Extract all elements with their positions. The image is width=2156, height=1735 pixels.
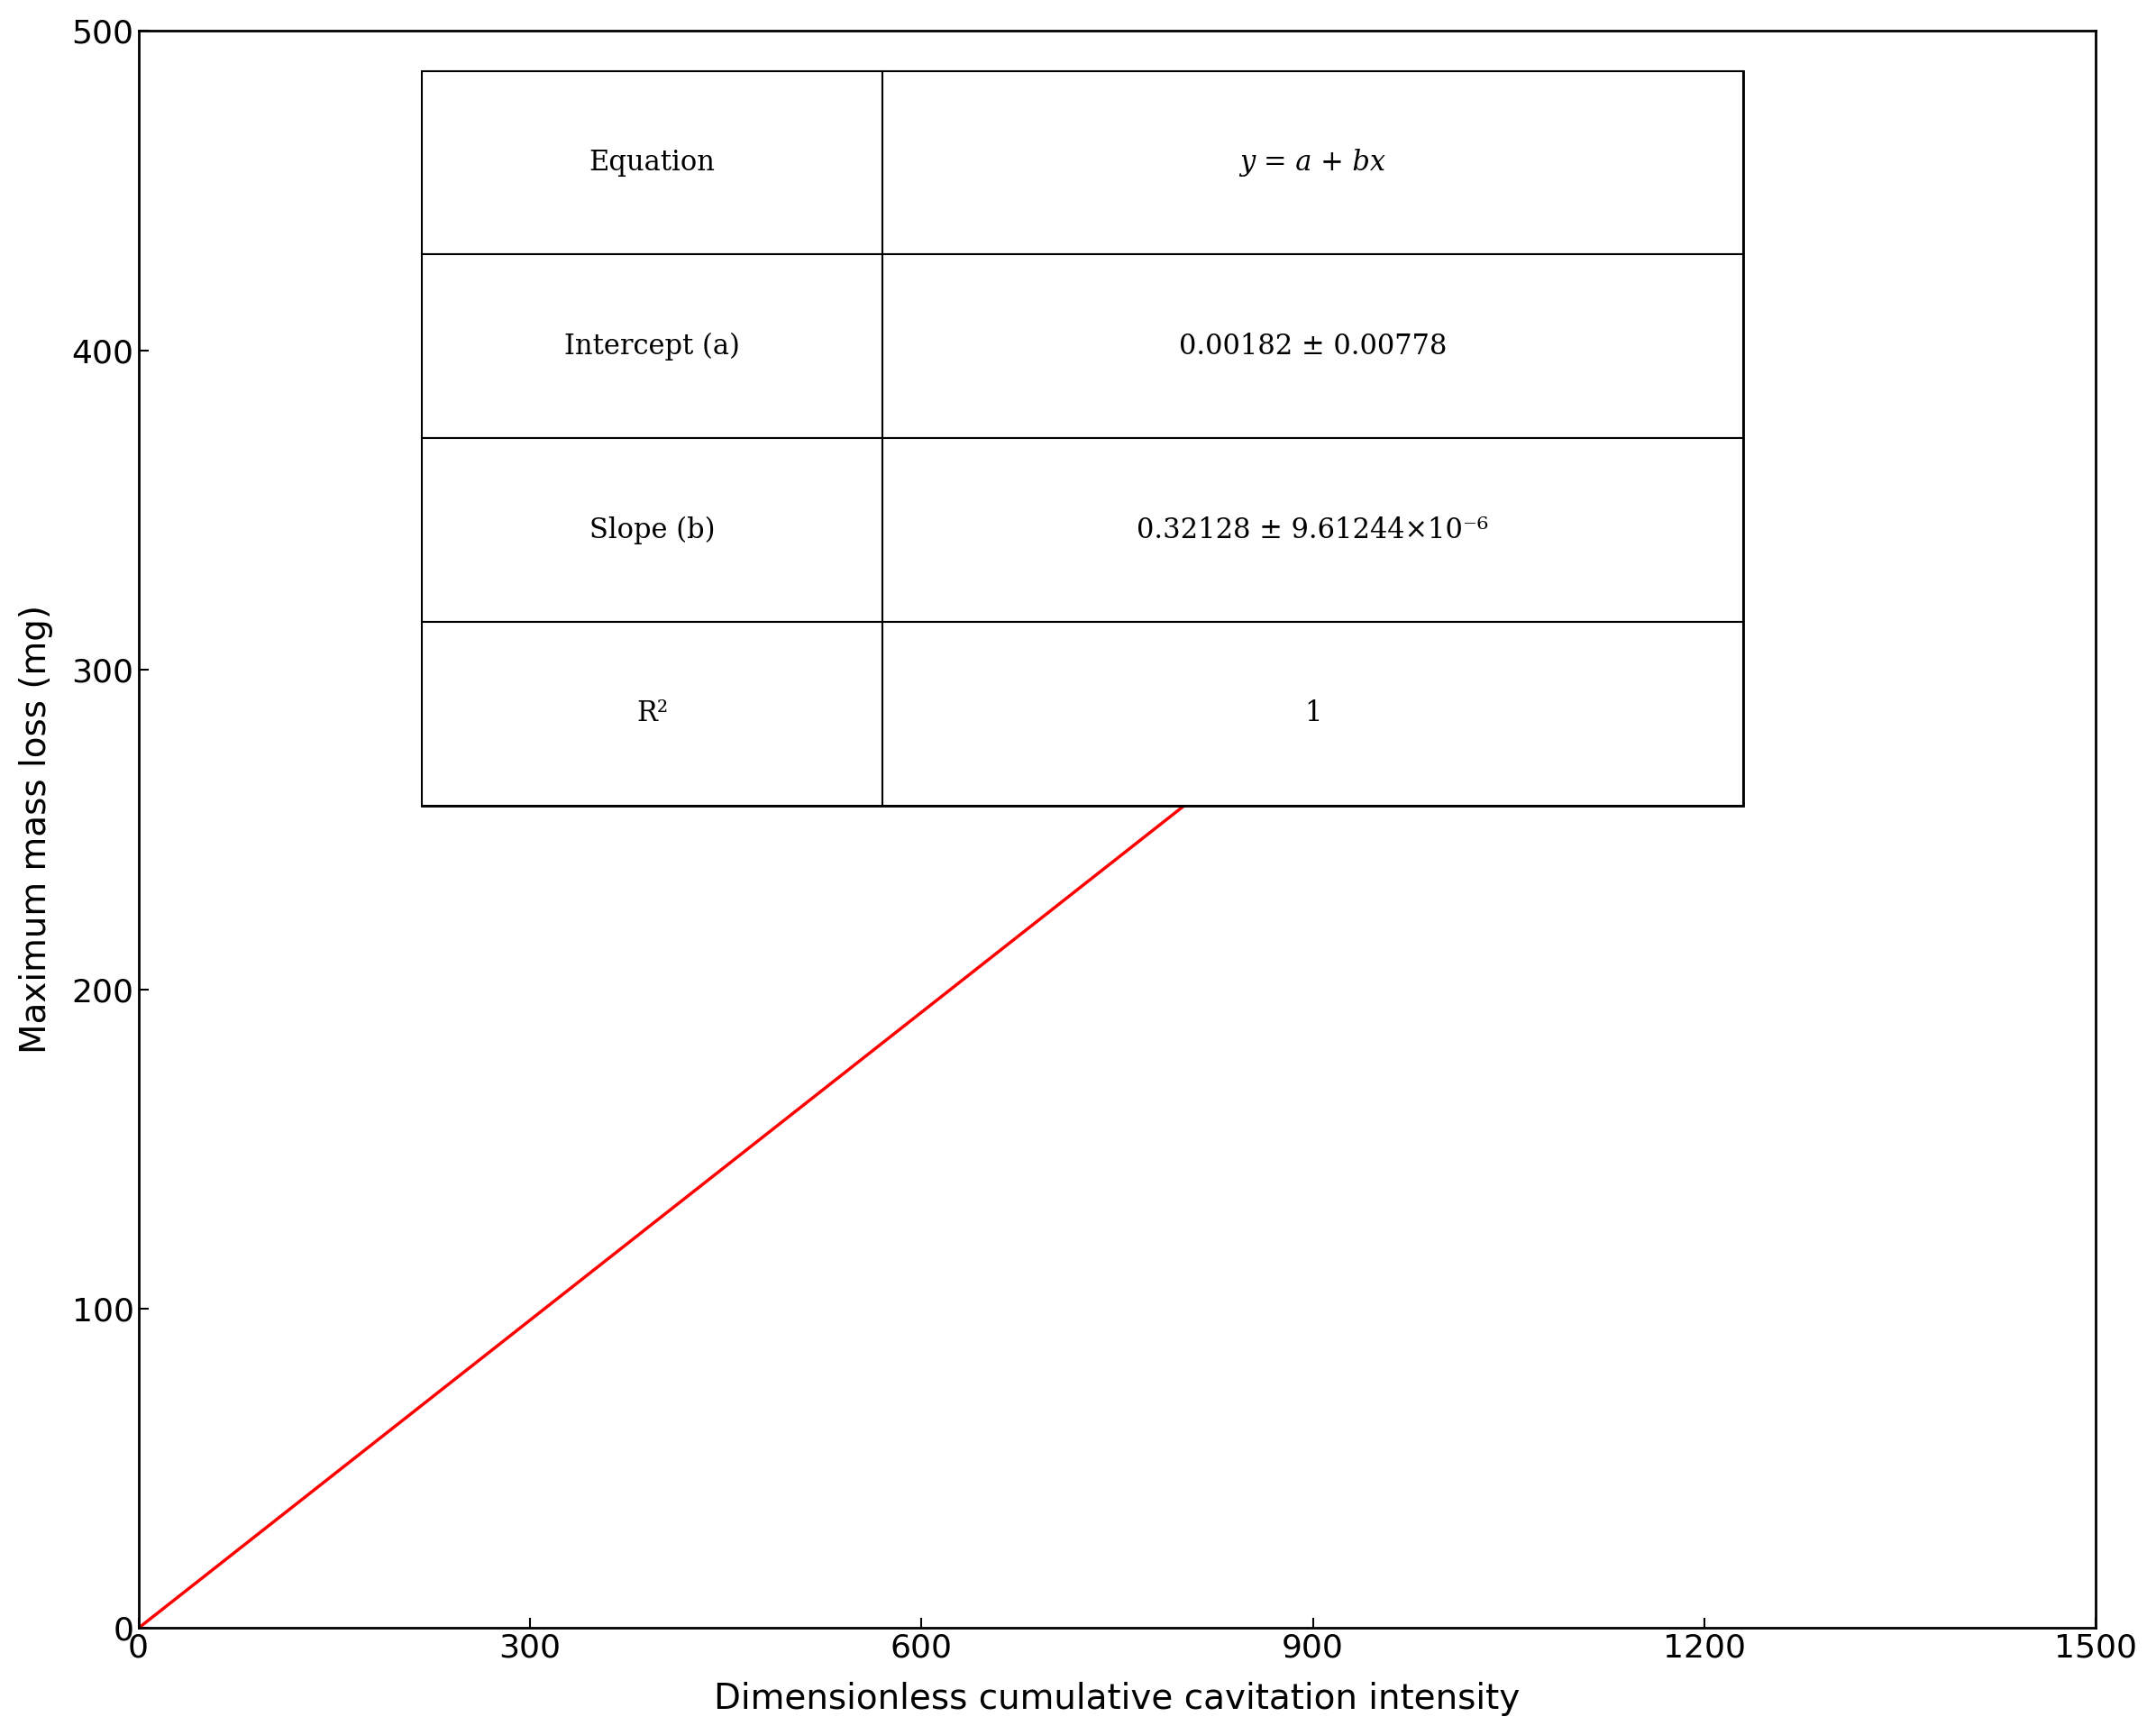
Point xyxy=(1621,448,1656,475)
Bar xyxy=(882,439,1744,621)
Bar xyxy=(882,621,1744,805)
Bar xyxy=(423,255,882,439)
X-axis label: Dimensionless cumulative cavitation intensity: Dimensionless cumulative cavitation inte… xyxy=(714,1681,1520,1716)
Text: y = a + bx: y = a + bx xyxy=(1240,149,1386,177)
Text: 0.00182 ± 0.00778: 0.00182 ± 0.00778 xyxy=(1179,333,1447,361)
Point xyxy=(1164,781,1199,809)
Bar xyxy=(423,71,882,255)
Bar xyxy=(423,71,1744,805)
Bar xyxy=(423,439,882,621)
Text: 0.32128 ± 9.61244×10⁻⁶: 0.32128 ± 9.61244×10⁻⁶ xyxy=(1136,515,1488,545)
Text: Intercept (a): Intercept (a) xyxy=(565,333,740,361)
Text: R²: R² xyxy=(636,699,668,727)
Bar xyxy=(882,71,1744,255)
Y-axis label: Maximum mass loss (mg): Maximum mass loss (mg) xyxy=(19,606,54,1053)
Text: Equation: Equation xyxy=(589,149,716,177)
Text: 1: 1 xyxy=(1304,699,1322,727)
Bar xyxy=(423,621,882,805)
Bar xyxy=(882,255,1744,439)
Text: Slope (b): Slope (b) xyxy=(589,515,716,545)
